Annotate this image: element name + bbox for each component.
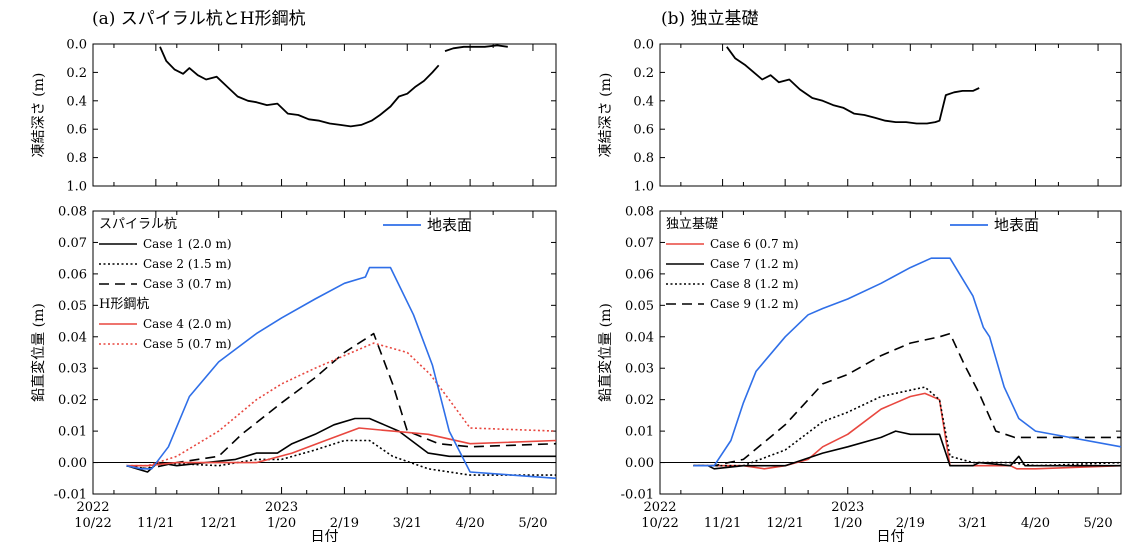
y-axis-label: 凍結深さ (m) [31,73,47,158]
plot-frame [92,210,557,495]
y-tick-label: 0.03 [58,362,87,377]
x-tick-year: 2023 [831,500,864,515]
y-tick-label: 0.01 [625,425,654,440]
frost-depth-line [444,44,508,52]
y-tick-label: 0.06 [625,267,654,282]
y-tick-label: 0.6 [633,123,654,138]
y-tick-label: 0.07 [58,236,87,251]
x-tick-label: 4/20 [1021,516,1050,531]
y-tick-label: 0.08 [625,205,654,220]
legend-label: Case 9 (1.2 m) [710,297,799,311]
y-tick-label: 0.08 [58,205,87,220]
y-axis-label: 鉛直変位量 (m) [597,303,614,402]
x-tick-label: 12/21 [200,516,237,531]
x-tick-year: 2022 [76,500,109,515]
x-tick-label: 3/21 [393,516,422,531]
x-tick-label: 2/19 [330,516,359,531]
y-tick-label: 0.02 [58,393,87,408]
x-tick-label: 1/20 [833,516,862,531]
series-line-case-3 [126,332,557,470]
x-tick-label: 12/21 [766,516,803,531]
y-tick-label: 0.03 [625,362,654,377]
x-tick-label: 11/21 [137,516,174,531]
x-axis-label: 日付 [311,529,339,545]
legend-label-surface: 地表面 [427,216,472,234]
frost-depth-line [726,46,980,125]
y-tick-label: -0.01 [621,488,654,503]
y-tick-label: 0.2 [66,66,87,81]
plot-frame [659,210,1122,495]
y-tick-label: 0.00 [625,456,654,471]
panel-b-title: (b) 独立基礎 [661,9,759,29]
y-tick-label: 0.06 [58,267,87,282]
legend-label: Case 5 (0.7 m) [143,337,232,351]
x-tick-label: 4/20 [456,516,485,531]
x-tick-label: 10/22 [74,516,111,531]
x-tick-label: 3/21 [958,516,987,531]
legend-label: Case 3 (0.7 m) [143,277,232,291]
x-tick-year: 2022 [643,500,676,515]
series-line-case-8 [693,386,1122,467]
y-tick-label: 0.02 [625,393,654,408]
series-line-case-5 [126,342,557,467]
y-tick-label: 0.0 [66,38,87,53]
y-axis-label: 凍結深さ (m) [598,73,614,158]
series-line-case-6 [693,392,1122,470]
panel-b-displacement-plot: -0.01 0.00 0.01 0.02 0.03 0.04 0.05 0.06 0.07 0.0… [597,205,1122,545]
y-tick-label: 0.0 [633,38,654,53]
y-tick-label: 0.4 [633,94,654,109]
x-tick-year: 2023 [265,500,298,515]
panel-a-displacement-plot: -0.01 0.00 0.01 0.02 0.03 0.04 0.05 0.06 0.07 0.0… [30,205,557,545]
legend-label-surface: 地表面 [994,216,1039,234]
panel-b-frost-depth-plot: 0.0 0.2 0.4 0.6 0.8 1.0 凍結深さ (m) [598,38,1122,195]
plot-frame [92,43,557,187]
legend-label: Case 1 (2.0 m) [143,237,232,251]
y-tick-label: -0.01 [54,488,87,503]
legend-label: Case 6 (0.7 m) [710,237,799,251]
y-tick-label: 0.04 [625,330,654,345]
x-tick-label: 10/22 [641,516,678,531]
y-tick-label: 0.4 [66,94,87,109]
legend-label: Case 7 (1.2 m) [710,257,799,271]
y-tick-label: 0.05 [625,299,654,314]
y-axis-label: 鉛直変位量 (m) [30,303,47,402]
y-tick-label: 0.01 [58,425,87,440]
series-line-case-7 [693,430,1121,470]
x-tick-label: 1/20 [267,516,296,531]
y-tick-label: 1.0 [66,180,87,195]
frost-depth-line [159,46,440,128]
x-tick-label: 5/20 [1083,516,1112,531]
y-tick-label: 1.0 [633,180,654,195]
legend-label: Case 4 (2.0 m) [143,317,232,331]
x-tick-label: 5/20 [518,516,547,531]
legend-label: Case 2 (1.5 m) [143,257,232,271]
x-tick-label: 11/21 [704,516,741,531]
y-tick-label: 0.04 [58,330,87,345]
legend-group-header: スパイラル杭 [99,217,177,232]
panel-b: (b) 独立基礎 0.0 0.2 0.4 0.6 0.8 1.0 凍結深さ (m) -0.0… [597,9,1122,545]
legend-label: Case 8 (1.2 m) [710,277,799,291]
series-line-地表面 [693,257,1122,467]
panel-a-title: (a) スパイラル杭とH形鋼杭 [92,9,306,29]
plot-frame [659,43,1122,187]
y-tick-label: 0.2 [633,66,654,81]
legend-group-header: 独立基礎 [666,217,718,232]
y-tick-label: 0.05 [58,299,87,314]
panel-a: (a) スパイラル杭とH形鋼杭 0.0 0.2 0.4 0.6 0.8 1.0 凍結深さ (… [30,9,557,545]
x-axis-label: 日付 [877,529,905,545]
x-tick-label: 2/19 [896,516,925,531]
y-tick-label: 0.00 [58,456,87,471]
y-tick-label: 0.6 [66,123,87,138]
legend-group-header: H形鋼杭 [99,297,149,312]
y-tick-label: 0.07 [625,236,654,251]
y-tick-label: 0.8 [633,151,654,166]
series-line-地表面 [126,266,557,480]
series-line-case-9 [693,332,1121,467]
panel-a-frost-depth-plot: 0.0 0.2 0.4 0.6 0.8 1.0 凍結深さ (m) [31,38,557,195]
series-line-case-4 [126,427,557,467]
y-tick-label: 0.8 [66,151,87,166]
